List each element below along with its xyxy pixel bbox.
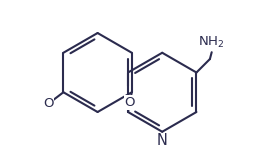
Text: O: O [125,96,135,109]
Text: N: N [157,133,168,148]
Text: O: O [43,97,53,110]
Text: NH$_2$: NH$_2$ [198,35,225,50]
